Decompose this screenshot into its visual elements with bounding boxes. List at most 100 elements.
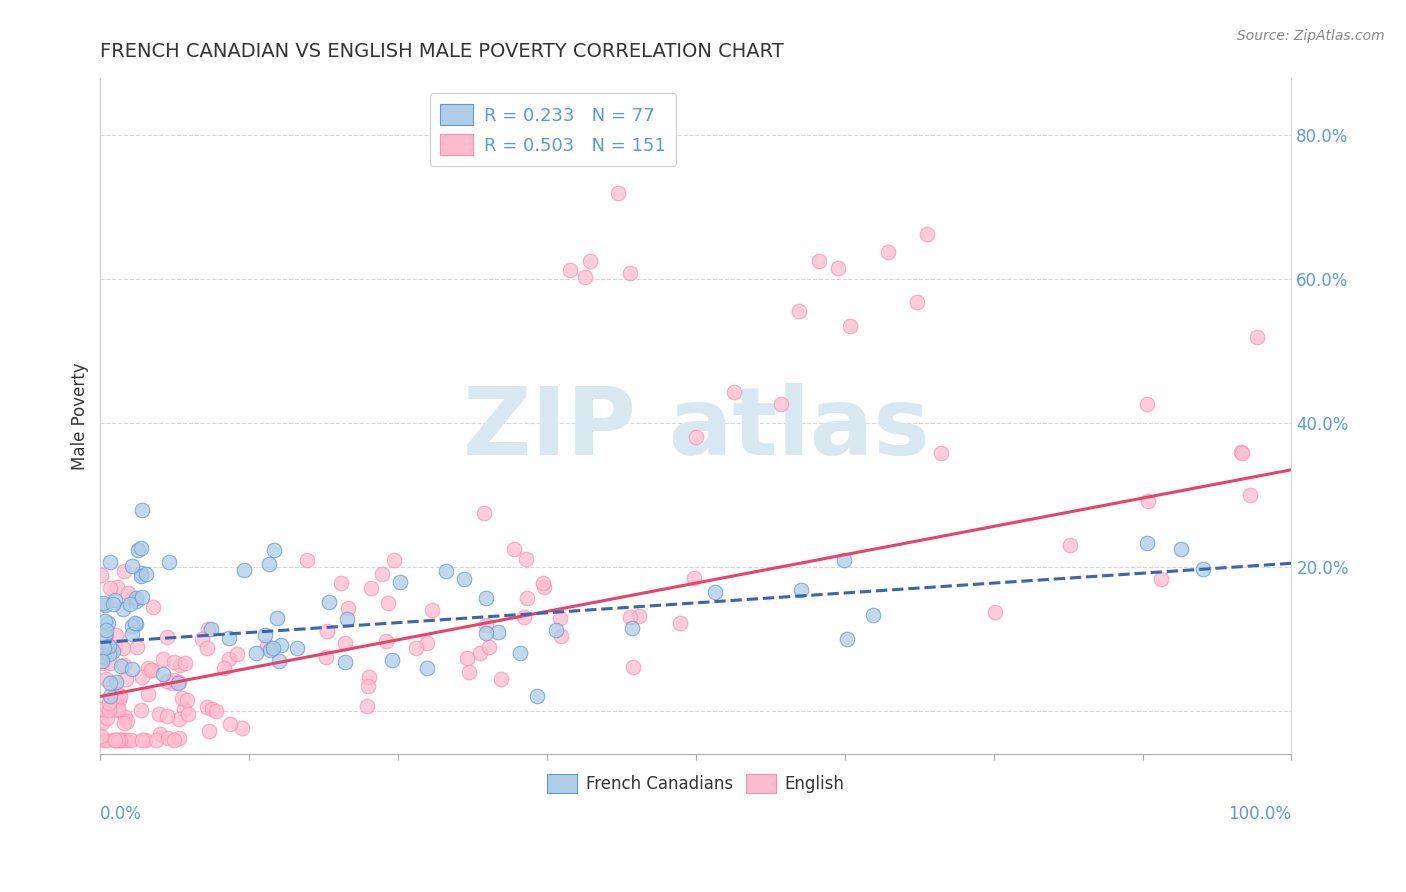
Point bbox=[94, 673, 117, 687]
Point bbox=[574, 270, 596, 285]
Point bbox=[560, 263, 582, 277]
Point bbox=[197, 622, 219, 636]
Point bbox=[97, 647, 120, 661]
Point bbox=[163, 655, 186, 669]
Point bbox=[131, 732, 153, 747]
Point bbox=[516, 591, 538, 606]
Point bbox=[253, 628, 276, 642]
Point bbox=[315, 650, 337, 665]
Point bbox=[434, 564, 457, 578]
Point bbox=[295, 553, 318, 567]
Point bbox=[121, 591, 143, 605]
Point bbox=[90, 648, 112, 662]
Point bbox=[475, 591, 498, 605]
Point bbox=[356, 698, 378, 713]
Point bbox=[125, 594, 148, 608]
Point bbox=[98, 657, 121, 671]
Point bbox=[110, 732, 132, 747]
Point bbox=[384, 553, 406, 567]
Point bbox=[93, 640, 115, 655]
Point bbox=[377, 596, 399, 610]
Point bbox=[619, 610, 641, 624]
Point bbox=[489, 672, 512, 686]
Point bbox=[91, 595, 114, 609]
Point bbox=[502, 541, 524, 556]
Point bbox=[104, 674, 127, 689]
Point bbox=[456, 650, 478, 665]
Point bbox=[163, 673, 186, 687]
Point bbox=[415, 636, 437, 650]
Point bbox=[129, 541, 152, 555]
Point bbox=[90, 648, 112, 663]
Point bbox=[226, 647, 249, 661]
Point bbox=[336, 612, 359, 626]
Point bbox=[1246, 329, 1268, 343]
Point bbox=[98, 690, 121, 704]
Point bbox=[526, 689, 548, 703]
Point bbox=[156, 708, 179, 723]
Point bbox=[104, 640, 127, 655]
Point bbox=[1192, 562, 1215, 576]
Point bbox=[218, 652, 240, 666]
Point bbox=[112, 601, 135, 615]
Point bbox=[416, 661, 439, 675]
Point bbox=[1230, 445, 1253, 459]
Point bbox=[176, 693, 198, 707]
Point bbox=[832, 552, 855, 566]
Point bbox=[486, 625, 509, 640]
Point bbox=[336, 600, 359, 615]
Point bbox=[808, 253, 831, 268]
Point bbox=[125, 616, 148, 631]
Point bbox=[335, 655, 357, 669]
Point bbox=[333, 636, 356, 650]
Point bbox=[267, 654, 290, 668]
Point bbox=[104, 593, 127, 607]
Point bbox=[156, 673, 179, 688]
Point bbox=[98, 581, 121, 595]
Point bbox=[169, 731, 191, 745]
Point bbox=[112, 564, 135, 578]
Point bbox=[125, 591, 148, 605]
Point bbox=[98, 555, 121, 569]
Point bbox=[231, 721, 253, 735]
Point bbox=[97, 702, 120, 716]
Point bbox=[628, 609, 651, 624]
Point bbox=[136, 661, 159, 675]
Point bbox=[91, 656, 114, 670]
Point bbox=[357, 670, 380, 684]
Point bbox=[862, 607, 884, 622]
Point bbox=[533, 580, 555, 594]
Point bbox=[515, 551, 537, 566]
Text: ZIP atlas: ZIP atlas bbox=[463, 384, 929, 475]
Point bbox=[131, 502, 153, 516]
Point bbox=[90, 568, 112, 582]
Point bbox=[478, 640, 501, 655]
Point bbox=[259, 557, 281, 571]
Point bbox=[107, 693, 129, 707]
Point bbox=[1150, 573, 1173, 587]
Point bbox=[163, 732, 186, 747]
Point bbox=[156, 630, 179, 644]
Point bbox=[121, 626, 143, 640]
Point bbox=[157, 555, 180, 569]
Point bbox=[112, 732, 135, 747]
Point bbox=[769, 397, 792, 411]
Point bbox=[104, 628, 127, 642]
Point bbox=[149, 727, 172, 741]
Point bbox=[94, 628, 117, 642]
Point bbox=[405, 640, 427, 655]
Point bbox=[117, 585, 139, 599]
Point bbox=[129, 703, 152, 717]
Point bbox=[790, 582, 813, 597]
Point bbox=[134, 732, 156, 747]
Point bbox=[607, 186, 630, 201]
Point bbox=[550, 611, 572, 625]
Point bbox=[110, 689, 132, 703]
Point bbox=[685, 430, 707, 444]
Point bbox=[135, 567, 157, 582]
Point bbox=[90, 730, 112, 744]
Point bbox=[129, 566, 152, 580]
Point bbox=[270, 638, 292, 652]
Point bbox=[114, 710, 136, 724]
Point bbox=[1239, 488, 1261, 502]
